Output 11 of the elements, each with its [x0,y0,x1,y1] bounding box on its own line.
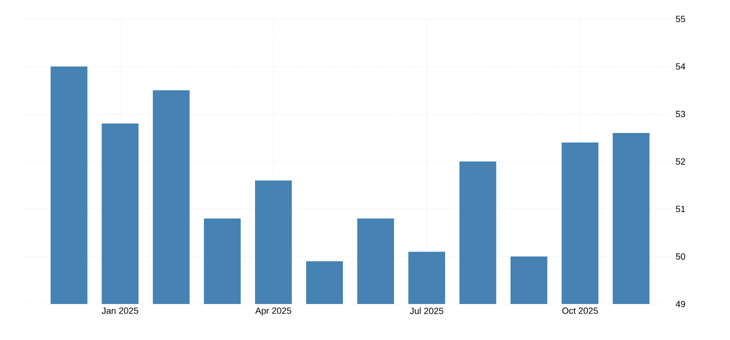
x-tick-label: Jan 2025 [102,308,138,314]
x-tick-label: Oct 2025 [562,308,598,314]
y-tick-label: 49 [676,300,686,308]
y-tick-label: 54 [676,63,686,70]
x-tick-label: Jul 2025 [410,308,444,314]
y-tick-label: 51 [676,206,686,212]
y-tick-label: 50 [676,253,686,260]
y-tick-label: 55 [676,16,686,22]
y-tick-label: 53 [676,110,686,118]
x-tick-label: Apr 2025 [255,308,292,316]
y-tick-label: 52 [676,158,686,165]
